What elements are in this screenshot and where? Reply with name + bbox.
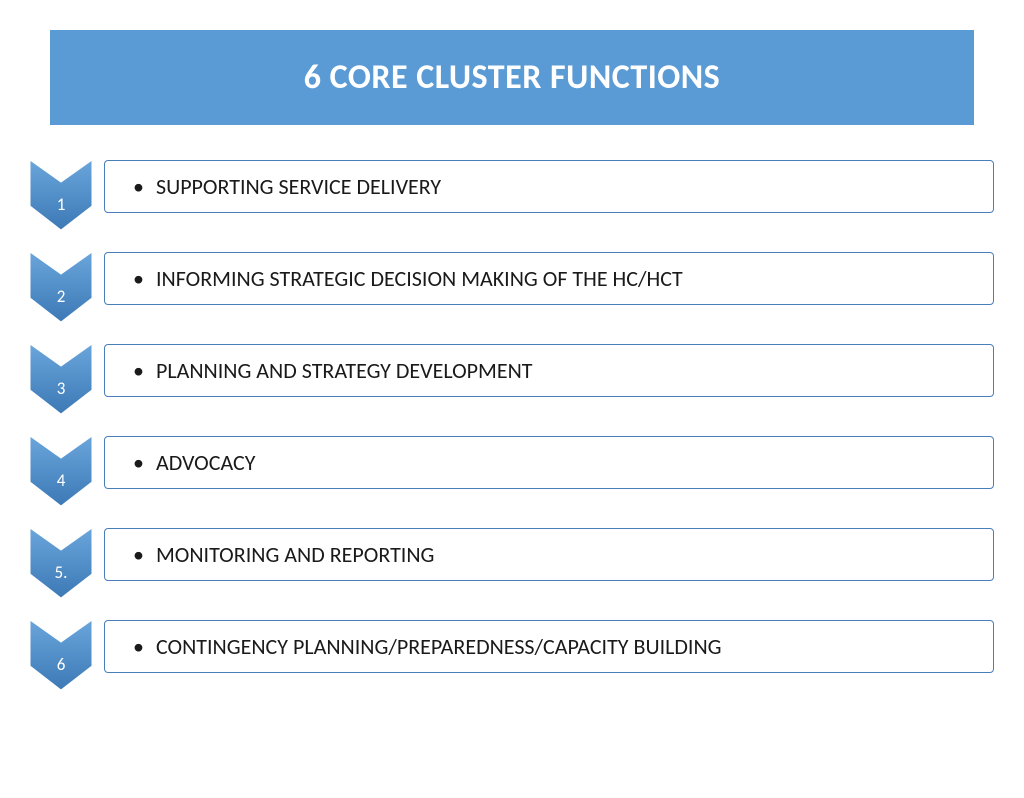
bullet-icon: • bbox=[133, 265, 144, 292]
list-item: 2 • INFORMING STRATEGIC DECISION MAKING … bbox=[30, 252, 994, 322]
item-number: 2 bbox=[30, 286, 92, 307]
item-number: 4 bbox=[30, 470, 92, 491]
chevron-marker: 5. bbox=[30, 528, 92, 598]
item-text: SUPPORTING SERVICE DELIVERY bbox=[156, 173, 441, 200]
list-item: 5. • MONITORING AND REPORTING bbox=[30, 528, 994, 598]
chevron-marker: 4 bbox=[30, 436, 92, 506]
item-number: 1 bbox=[30, 194, 92, 215]
chevron-marker: 6 bbox=[30, 620, 92, 690]
item-box: • ADVOCACY bbox=[104, 436, 994, 489]
item-box: • PLANNING AND STRATEGY DEVELOPMENT bbox=[104, 344, 994, 397]
item-text: MONITORING AND REPORTING bbox=[156, 541, 434, 568]
item-box: • CONTINGENCY PLANNING/PREPAREDNESS/CAPA… bbox=[104, 620, 994, 673]
list-item: 1 • SUPPORTING SERVICE DELIVERY bbox=[30, 160, 994, 230]
page-title: 6 CORE CLUSTER FUNCTIONS bbox=[304, 57, 721, 98]
list-item: 6 • CONTINGENCY PLANNING/PREPAREDNESS/CA… bbox=[30, 620, 994, 690]
chevron-marker: 1 bbox=[30, 160, 92, 230]
item-box: • INFORMING STRATEGIC DECISION MAKING OF… bbox=[104, 252, 994, 305]
bullet-icon: • bbox=[133, 449, 144, 476]
bullet-icon: • bbox=[133, 541, 144, 568]
list-item: 4 • ADVOCACY bbox=[30, 436, 994, 506]
item-number: 5. bbox=[30, 562, 92, 583]
function-list: 1 • SUPPORTING SERVICE DELIVERY 2 • INFO… bbox=[30, 160, 994, 690]
item-text: ADVOCACY bbox=[156, 449, 256, 476]
item-number: 3 bbox=[30, 378, 92, 399]
bullet-icon: • bbox=[133, 357, 144, 384]
item-text: INFORMING STRATEGIC DECISION MAKING OF T… bbox=[156, 265, 683, 292]
chevron-marker: 3 bbox=[30, 344, 92, 414]
item-number: 6 bbox=[30, 654, 92, 675]
bullet-icon: • bbox=[133, 173, 144, 200]
list-item: 3 • PLANNING AND STRATEGY DEVELOPMENT bbox=[30, 344, 994, 414]
item-text: CONTINGENCY PLANNING/PREPAREDNESS/CAPACI… bbox=[156, 633, 722, 660]
item-box: • SUPPORTING SERVICE DELIVERY bbox=[104, 160, 994, 213]
item-text: PLANNING AND STRATEGY DEVELOPMENT bbox=[156, 357, 533, 384]
item-box: • MONITORING AND REPORTING bbox=[104, 528, 994, 581]
bullet-icon: • bbox=[133, 633, 144, 660]
chevron-marker: 2 bbox=[30, 252, 92, 322]
title-banner: 6 CORE CLUSTER FUNCTIONS bbox=[50, 30, 974, 125]
